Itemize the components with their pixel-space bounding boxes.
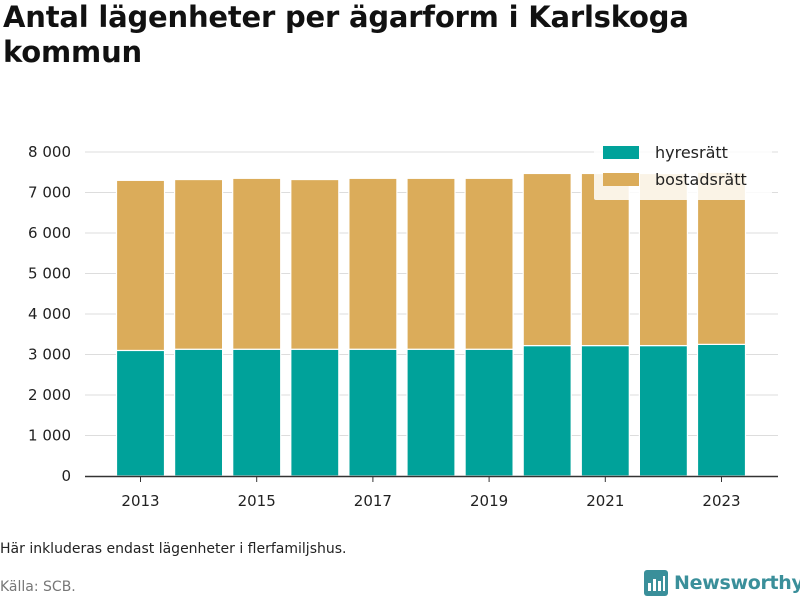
bar-bostadsratt-2019 — [464, 177, 514, 350]
bar-hyresratt-2016 — [290, 348, 340, 477]
y-tick-label: 8 000 — [28, 143, 71, 161]
bar-hyresratt-2020 — [522, 344, 572, 477]
bar-hyresratt-2014 — [174, 348, 224, 477]
y-tick-label: 3 000 — [28, 346, 71, 364]
bar-bostadsratt-2018 — [406, 177, 456, 350]
y-tick-label: 6 000 — [28, 224, 71, 242]
chart-title: Antal lägenheter per ägarform i Karlskog… — [3, 0, 689, 69]
x-tick-label: 2021 — [586, 492, 624, 510]
bar-hyresratt-2018 — [406, 348, 456, 477]
chart-source: Källa: SCB. — [0, 579, 76, 595]
bar-hyresratt-2022 — [638, 344, 689, 477]
bar-bostadsratt-2022 — [638, 172, 689, 347]
bar-bostadsratt-2016 — [290, 178, 340, 350]
x-tick-label: 2013 — [121, 492, 159, 510]
y-tick-label: 1 000 — [28, 427, 71, 445]
bars — [115, 171, 747, 477]
bar-bostadsratt-2014 — [174, 178, 224, 350]
bar-hyresratt-2017 — [348, 348, 398, 477]
bar-hyresratt-2015 — [232, 348, 282, 477]
bar-bostadsratt-2013 — [115, 179, 166, 352]
brand-name: Newsworthy — [674, 572, 800, 594]
x-tick-label: 2015 — [238, 492, 276, 510]
bar-bostadsratt-2017 — [348, 177, 398, 350]
y-tick-label: 5 000 — [28, 265, 71, 283]
legend: hyresrätt bostadsrätt — [594, 138, 772, 200]
legend-label: hyresrätt — [655, 143, 728, 162]
x-axis: 2013 2015 2017 2019 2021 2023 — [85, 475, 778, 510]
bar-bostadsratt-2023 — [696, 171, 747, 345]
bar-bostadsratt-2020 — [522, 172, 572, 347]
x-tick-label: 2019 — [470, 492, 508, 510]
y-tick-label: 7 000 — [28, 184, 71, 202]
chart-note: Här inkluderas endast lägenheter i flerf… — [0, 541, 347, 557]
y-tick-label: 0 — [61, 467, 71, 485]
bar-bostadsratt-2015 — [232, 177, 282, 350]
legend-swatch — [603, 173, 639, 186]
stacked-bar-chart: 0 1 000 2 000 3 000 4 000 5 000 6 000 7 000 8 00… — [28, 138, 778, 510]
y-axis: 0 1 000 2 000 3 000 4 000 5 000 6 000 7 000 8 00… — [28, 143, 71, 485]
bar-hyresratt-2019 — [464, 348, 514, 477]
newsworthy-logo-icon — [644, 570, 668, 596]
y-tick-label: 4 000 — [28, 305, 71, 323]
bar-bostadsratt-2021 — [580, 172, 630, 347]
bar-hyresratt-2021 — [580, 344, 630, 477]
x-tick-label: 2023 — [702, 492, 740, 510]
legend-label: bostadsrätt — [655, 170, 747, 189]
x-tick-label: 2017 — [354, 492, 392, 510]
bar-hyresratt-2013 — [115, 349, 166, 477]
bar-hyresratt-2023 — [696, 343, 747, 477]
brand-logo: Newsworthy — [644, 568, 800, 598]
legend-swatch — [603, 146, 639, 159]
y-tick-label: 2 000 — [28, 386, 71, 404]
